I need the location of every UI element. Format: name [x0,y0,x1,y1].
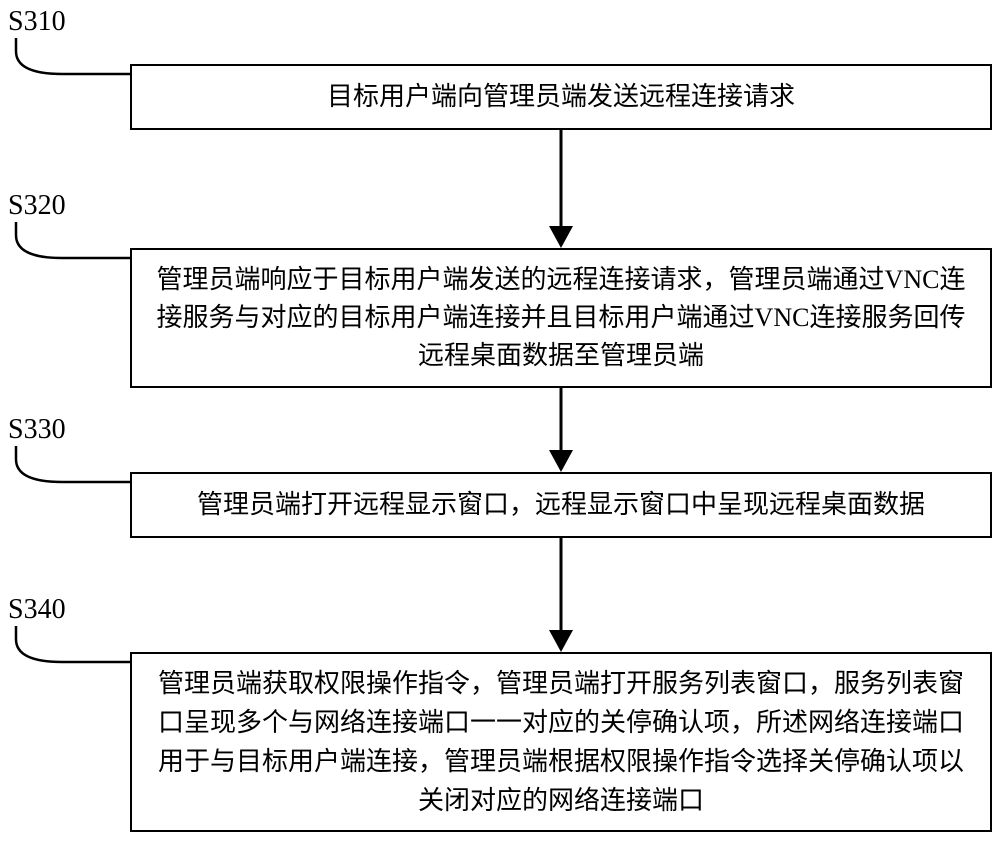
step-text-s320: 管理员端响应于目标用户端发送的远程连接请求，管理员端通过VNC连接服务与对应的目… [148,261,974,374]
step-text-s310: 目标用户端向管理员端发送远程连接请求 [327,79,795,114]
step-label-s320: S320 [8,190,66,222]
flowchart-canvas: S310 目标用户端向管理员端发送远程连接请求 S320 管理员端响应于目标用户端发送… [0,0,1000,861]
label-bracket-s330 [14,446,134,484]
arrow-s320-to-s330 [544,388,578,472]
step-box-s310: 目标用户端向管理员端发送远程连接请求 [130,64,992,130]
step-text-s330: 管理员端打开远程显示窗口，远程显示窗口中呈现远程桌面数据 [197,487,925,522]
arrow-s330-to-s340 [544,538,578,652]
label-bracket-s340 [14,626,134,664]
label-bracket-s310 [14,38,134,76]
arrow-s310-to-s320 [544,130,578,248]
label-bracket-s320 [14,222,134,260]
step-box-s340: 管理员端获取权限操作指令，管理员端打开服务列表窗口，服务列表窗口呈现多个与网络连… [130,652,992,832]
step-box-s330: 管理员端打开远程显示窗口，远程显示窗口中呈现远程桌面数据 [130,472,992,538]
step-label-s330: S330 [8,414,66,446]
step-label-s340: S340 [8,594,66,626]
step-box-s320: 管理员端响应于目标用户端发送的远程连接请求，管理员端通过VNC连接服务与对应的目… [130,248,992,388]
step-text-s340: 管理员端获取权限操作指令，管理员端打开服务列表窗口，服务列表窗口呈现多个与网络连… [148,664,974,820]
step-label-s310: S310 [8,6,66,38]
